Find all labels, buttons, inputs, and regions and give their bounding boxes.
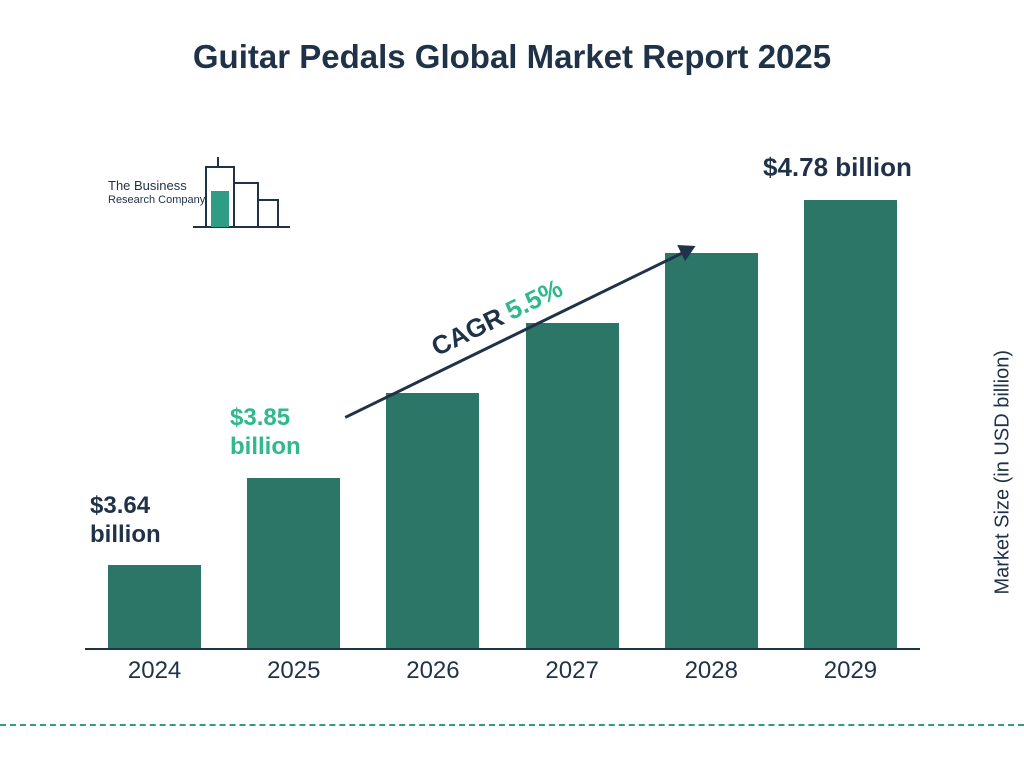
bar bbox=[247, 478, 340, 648]
bars-container bbox=[85, 158, 920, 648]
bar-slot bbox=[642, 158, 781, 648]
chart-title: Guitar Pedals Global Market Report 2025 bbox=[0, 0, 1024, 76]
x-tick-label: 2027 bbox=[503, 657, 642, 685]
x-tick-label: 2029 bbox=[781, 657, 920, 685]
bar bbox=[108, 565, 201, 648]
bar-slot bbox=[781, 158, 920, 648]
bar bbox=[804, 200, 897, 648]
bar bbox=[665, 253, 758, 648]
bar-value-label: $4.78 billion bbox=[763, 152, 912, 183]
x-tick-label: 2025 bbox=[224, 657, 363, 685]
bar-slot bbox=[85, 158, 224, 648]
x-axis-labels: 202420252026202720282029 bbox=[85, 657, 920, 685]
bottom-divider bbox=[0, 724, 1024, 726]
bar-slot bbox=[503, 158, 642, 648]
bar-slot bbox=[224, 158, 363, 648]
bar bbox=[386, 393, 479, 648]
chart-area: 202420252026202720282029 $3.64 billion $3… bbox=[85, 120, 920, 685]
x-tick-label: 2028 bbox=[642, 657, 781, 685]
bar-value-label: $3.64 billion bbox=[90, 492, 161, 550]
bar bbox=[526, 323, 619, 648]
bar-slot bbox=[363, 158, 502, 648]
x-tick-label: 2024 bbox=[85, 657, 224, 685]
x-axis bbox=[85, 648, 920, 650]
y-axis-label: Market Size (in USD billion) bbox=[992, 350, 1015, 595]
bar-value-label: $3.85 billion bbox=[230, 404, 301, 462]
x-tick-label: 2026 bbox=[363, 657, 502, 685]
